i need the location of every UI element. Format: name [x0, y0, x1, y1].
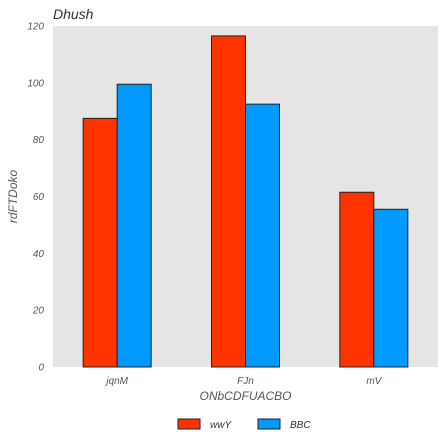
y-tick-label: 100: [27, 78, 44, 89]
legend: wwY BBC: [177, 418, 311, 431]
y-axis-ticks: 0 20 40 60 80 100 120: [27, 22, 44, 374]
bar: [211, 35, 246, 368]
bar: [245, 103, 280, 368]
y-tick-label: 0: [38, 363, 44, 374]
bars: [82, 35, 409, 368]
y-tick-label: 120: [27, 22, 44, 33]
x-axis-label: ONbCDFUACBO: [199, 389, 291, 403]
y-tick-label: 60: [33, 192, 45, 203]
bar: [82, 117, 118, 368]
legend-swatch: [257, 418, 281, 430]
chart-title: Dhush: [53, 6, 94, 22]
legend-label: wwY: [210, 420, 232, 431]
y-tick-label: 40: [33, 249, 45, 260]
y-axis-label: rdFTDoko: [6, 170, 20, 224]
legend-label: BBC: [290, 420, 311, 431]
x-axis-ticks: jqnM FJn mV: [104, 376, 382, 387]
legend-swatch: [177, 418, 201, 430]
x-tick-label: mV: [366, 376, 382, 387]
bar: [116, 83, 152, 368]
x-tick-label: jqnM: [104, 376, 128, 387]
y-tick-label: 80: [33, 135, 45, 146]
y-tick-label: 20: [32, 306, 45, 317]
x-tick-label: FJn: [237, 376, 254, 387]
bar: [339, 191, 375, 368]
bar: [373, 208, 409, 368]
